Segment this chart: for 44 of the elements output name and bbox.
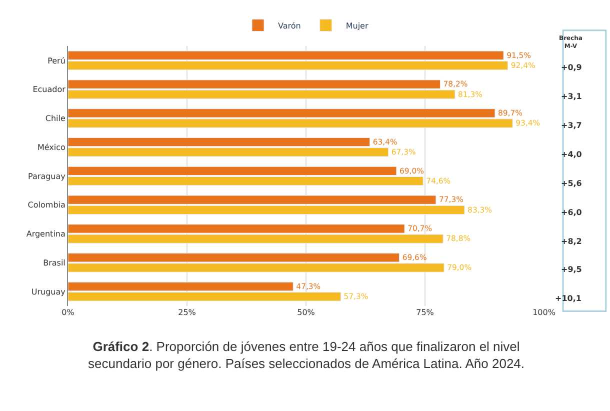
x-tick-label: 0% [62, 308, 75, 317]
data-label: 77,3% [438, 195, 464, 204]
y-tick-label: Chile [45, 114, 66, 124]
data-label: 79,0% [447, 263, 472, 272]
y-tick-label: Uruguay [31, 287, 66, 296]
data-label: 69,6% [402, 253, 427, 262]
y-tick-label: Perú [48, 56, 66, 66]
y-tick-label: México [37, 142, 66, 152]
text: +8,2 [561, 237, 582, 246]
data-label: 78,8% [446, 234, 471, 244]
y-tick-label: Colombia [28, 200, 66, 210]
data-label: 92,4% [510, 60, 536, 70]
y-tick-label: Brasil [43, 258, 66, 268]
x-tick-label: 75% [416, 308, 434, 317]
data-label: 74,6% [426, 176, 451, 186]
data-label: 69,0% [399, 166, 424, 176]
data-label: 47,3% [296, 282, 321, 291]
y-tick-label: Ecuador [32, 85, 66, 94]
text: +0,9 [561, 63, 582, 72]
y-tick-label: Argentina [26, 230, 66, 239]
data-label: 89,7% [498, 108, 522, 118]
legend-label: Mujer [346, 21, 369, 30]
text: +10,1 [555, 294, 582, 303]
x-tick-label: 100% [532, 308, 556, 317]
text: +4,0 [561, 150, 582, 159]
data-label: 70,7% [408, 224, 432, 234]
y-tick-label: Paraguay [28, 172, 66, 181]
data-label: 78,2% [443, 80, 468, 89]
text: +3,1 [561, 92, 582, 101]
x-tick-label: 50% [297, 308, 316, 317]
text: Gráfico 2. Proporción de jóvenes entre 19-24 años que finalizaron el nivel secundario por género. Países seleccionados de América Latina. Año 2024. [88, 339, 525, 371]
data-label: 67,3% [391, 148, 416, 157]
x-tick-label: 25% [178, 308, 196, 317]
text: +9,5 [561, 265, 582, 274]
data-label: 83,3% [468, 205, 492, 214]
data-label: 57,3% [344, 292, 368, 302]
text: +3,7 [561, 121, 582, 130]
data-label: 81,3% [458, 90, 482, 99]
data-label: 63,4% [372, 137, 398, 146]
legend-label: Varón [278, 21, 301, 30]
text: +6,0 [561, 208, 582, 217]
data-label: 91,5% [506, 50, 531, 60]
text: +5,6 [561, 179, 582, 188]
data-label: 93,4% [516, 118, 540, 128]
